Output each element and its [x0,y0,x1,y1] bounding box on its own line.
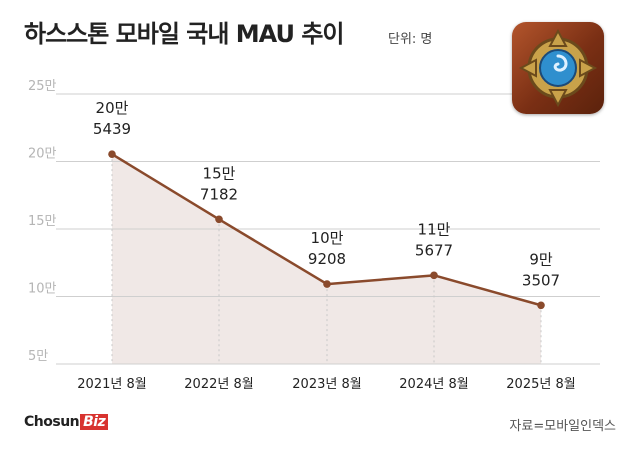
data-label: 9만 [529,250,553,268]
data-point [537,301,545,310]
chart-title: 하스스톤 모바일 국내 MAU 추이 [24,20,345,48]
y-tick-label: 20만 [28,147,57,162]
x-tick-label: 2025년 8월 [506,377,575,392]
hearthstone-logo-icon [512,22,604,114]
data-point [108,150,116,158]
source-note: 자료=모바일인덱스 [509,419,616,434]
y-tick-label: 5만 [28,349,48,364]
data-point [430,271,438,280]
x-tick-label: 2024년 8월 [399,377,468,392]
data-label: 5439 [93,120,131,138]
x-tick-label: 2023년 8월 [292,377,361,392]
data-label: 9208 [308,250,346,268]
unit-label: 단위: 명 [388,32,433,47]
data-label: 15만 [203,164,236,182]
data-point [215,215,223,224]
brand-logo: Chosun Biz [24,414,109,430]
data-label: 7182 [200,185,238,203]
data-label: 5677 [415,241,453,259]
data-label: 11만 [418,220,451,238]
data-label: 20만 [96,99,129,117]
y-tick-label: 25만 [28,79,57,94]
data-point [323,280,331,288]
data-label: 10만 [311,229,344,247]
data-label: 3507 [522,271,560,289]
y-tick-label: 15만 [28,214,57,229]
x-tick-label: 2021년 8월 [77,377,146,392]
x-tick-label: 2022년 8월 [184,377,253,392]
y-tick-label: 10만 [28,282,57,297]
